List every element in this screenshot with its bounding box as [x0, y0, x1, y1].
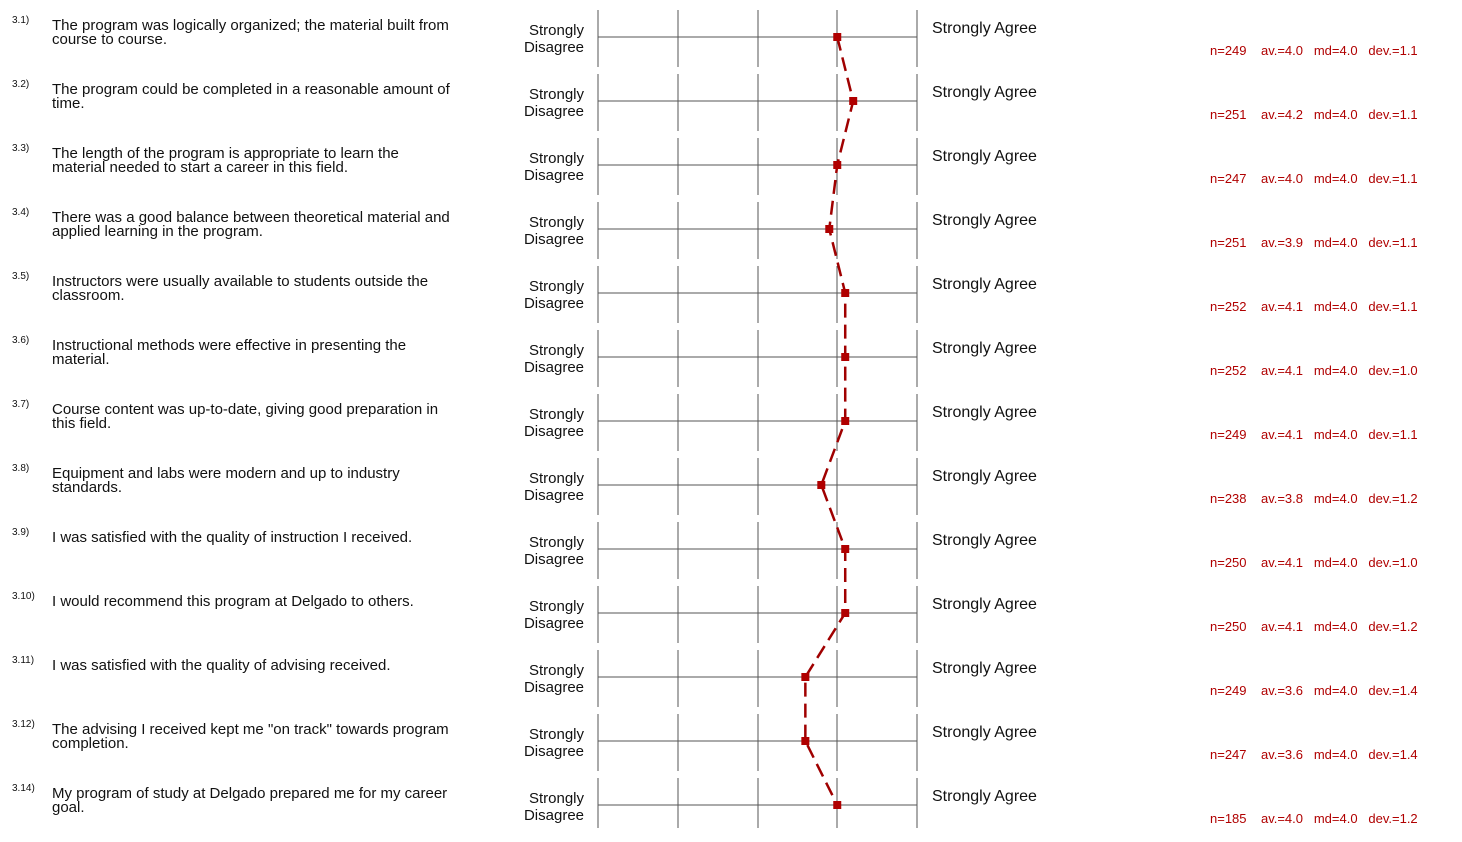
item-number: 3.2): [12, 79, 30, 90]
survey-row: 3.4) There was a good balance between the…: [0, 202, 1462, 266]
item-stats: n=249 av.=3.6 md=4.0 dev.=1.4: [1210, 683, 1418, 698]
question-text: There was a good balance between theoret…: [52, 209, 450, 240]
scale-right-label: Strongly Agree: [932, 596, 1037, 613]
survey-row: 3.12) The advising I received kept me "on…: [0, 714, 1462, 778]
question-text: I was satisfied with the quality of advi…: [52, 657, 391, 674]
item-stats: n=247 av.=3.6 md=4.0 dev.=1.4: [1210, 747, 1418, 762]
scale-right-label: Strongly Agree: [932, 212, 1037, 229]
scale-left-label: Strongly Disagree: [523, 534, 584, 568]
item-stats: n=247 av.=4.0 md=4.0 dev.=1.1: [1210, 171, 1418, 186]
survey-row: 3.9) I was satisfied with the quality of …: [0, 522, 1462, 586]
item-stats: n=250 av.=4.1 md=4.0 dev.=1.0: [1210, 555, 1418, 570]
scale-left-label: Strongly Disagree: [523, 278, 584, 312]
scale-left-label: Strongly Disagree: [523, 598, 584, 632]
survey-row: 3.2) The program could be completed in a …: [0, 74, 1462, 138]
scale-left-label: Strongly Disagree: [523, 342, 584, 376]
scale-right-label: Strongly Agree: [932, 724, 1037, 741]
item-stats: n=251 av.=4.2 md=4.0 dev.=1.1: [1210, 107, 1418, 122]
question-text: Instructors were usually available to st…: [52, 273, 429, 304]
scale-right-label: Strongly Agree: [932, 20, 1037, 37]
item-number: 3.11): [12, 655, 35, 666]
item-number: 3.5): [12, 271, 30, 282]
scale-right-label: Strongly Agree: [932, 84, 1037, 101]
question-text: The length of the program is appropriate…: [52, 145, 399, 176]
item-stats: n=250 av.=4.1 md=4.0 dev.=1.2: [1210, 619, 1418, 634]
scale-left-label: Strongly Disagree: [523, 662, 584, 696]
item-number: 3.10): [12, 591, 35, 602]
item-number: 3.7): [12, 399, 30, 410]
scale-right-label: Strongly Agree: [932, 340, 1037, 357]
item-stats: n=249 av.=4.0 md=4.0 dev.=1.1: [1210, 43, 1418, 58]
survey-row: 3.5) Instructors were usually available t…: [0, 266, 1462, 330]
scale-left-label: Strongly Disagree: [523, 150, 584, 184]
item-stats: n=252 av.=4.1 md=4.0 dev.=1.1: [1210, 299, 1418, 314]
scale-right-label: Strongly Agree: [932, 276, 1037, 293]
question-text: My program of study at Delgado prepared …: [52, 785, 448, 816]
scale-right-label: Strongly Agree: [932, 660, 1037, 677]
scale-left-label: Strongly Disagree: [523, 22, 584, 56]
survey-row: 3.10) I would recommend this program at D…: [0, 586, 1462, 650]
item-stats: n=185 av.=4.0 md=4.0 dev.=1.2: [1210, 811, 1418, 826]
scale-right-label: Strongly Agree: [932, 532, 1037, 549]
scale-left-label: Strongly Disagree: [523, 86, 584, 120]
item-number: 3.1): [12, 15, 30, 26]
item-number: 3.14): [12, 783, 35, 794]
item-stats: n=252 av.=4.1 md=4.0 dev.=1.0: [1210, 363, 1418, 378]
item-number: 3.8): [12, 463, 30, 474]
item-stats: n=238 av.=3.8 md=4.0 dev.=1.2: [1210, 491, 1418, 506]
survey-row: 3.14) My program of study at Delgado prep…: [0, 778, 1462, 842]
question-text: Course content was up-to-date, giving go…: [52, 401, 439, 432]
scale-left-label: Strongly Disagree: [523, 726, 584, 760]
question-text: The program was logically organized; the…: [52, 17, 449, 48]
scale-left-label: Strongly Disagree: [523, 406, 584, 440]
question-text: Equipment and labs were modern and up to…: [52, 465, 400, 496]
survey-row: 3.7) Course content was up-to-date, givin…: [0, 394, 1462, 458]
item-number: 3.12): [12, 719, 35, 730]
scale-left-label: Strongly Disagree: [523, 790, 584, 824]
scale-left-label: Strongly Disagree: [523, 214, 584, 248]
survey-row: 3.8) Equipment and labs were modern and u…: [0, 458, 1462, 522]
survey-row: 3.6) Instructional methods were effective…: [0, 330, 1462, 394]
scale-right-label: Strongly Agree: [932, 788, 1037, 805]
scale-right-label: Strongly Agree: [932, 404, 1037, 421]
question-text: The advising I received kept me "on trac…: [52, 721, 449, 752]
item-number: 3.4): [12, 207, 30, 218]
scale-right-label: Strongly Agree: [932, 468, 1037, 485]
survey-row: 3.3) The length of the program is appropr…: [0, 138, 1462, 202]
survey-row: 3.1) The program was logically organized;…: [0, 10, 1462, 74]
item-number: 3.3): [12, 143, 30, 154]
question-text: Instructional methods were effective in …: [52, 337, 407, 368]
question-text: I was satisfied with the quality of inst…: [52, 529, 413, 546]
survey-row: 3.11) I was satisfied with the quality of…: [0, 650, 1462, 714]
scale-right-label: Strongly Agree: [932, 148, 1037, 165]
item-stats: n=249 av.=4.1 md=4.0 dev.=1.1: [1210, 427, 1418, 442]
item-stats: n=251 av.=3.9 md=4.0 dev.=1.1: [1210, 235, 1418, 250]
item-number: 3.9): [12, 527, 30, 538]
question-text: I would recommend this program at Delgad…: [52, 593, 414, 610]
scale-left-label: Strongly Disagree: [523, 470, 584, 504]
question-text: The program could be completed in a reas…: [52, 81, 450, 112]
item-number: 3.6): [12, 335, 30, 346]
